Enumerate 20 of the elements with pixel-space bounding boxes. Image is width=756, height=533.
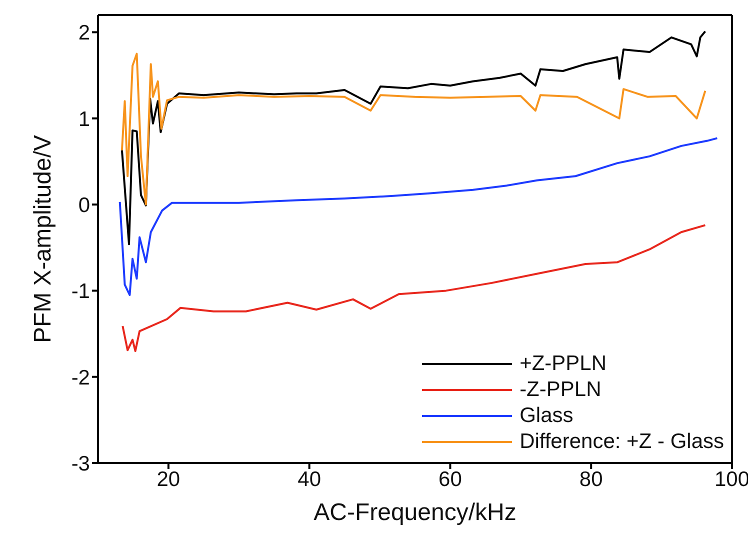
legend-label: +Z-PPLN: [520, 351, 607, 377]
x-tick-label: 60: [438, 468, 462, 491]
y-axis-title: PFM X-amplitude/V: [30, 134, 57, 344]
legend-label: Glass: [520, 403, 574, 429]
line-series: [120, 52, 706, 206]
y-tick-label: 1: [78, 108, 90, 131]
legend-label: Difference: +Z - Glass: [520, 429, 724, 455]
y-tick-label: 2: [78, 22, 90, 45]
legend-label: -Z-PPLN: [520, 377, 602, 403]
line-series: [122, 224, 706, 352]
y-tick-label: -2: [71, 366, 90, 390]
line-series: [118, 137, 718, 296]
y-tick-label: -1: [71, 280, 90, 304]
x-tick-label: 20: [156, 468, 180, 491]
x-tick-label: 40: [298, 468, 322, 491]
line-series: [120, 30, 706, 246]
y-tick-label: 0: [78, 194, 90, 217]
y-tick-label: -3: [71, 452, 90, 476]
x-axis-title: AC-Frequency/kHz: [314, 499, 516, 526]
x-tick-label: 80: [579, 468, 603, 491]
